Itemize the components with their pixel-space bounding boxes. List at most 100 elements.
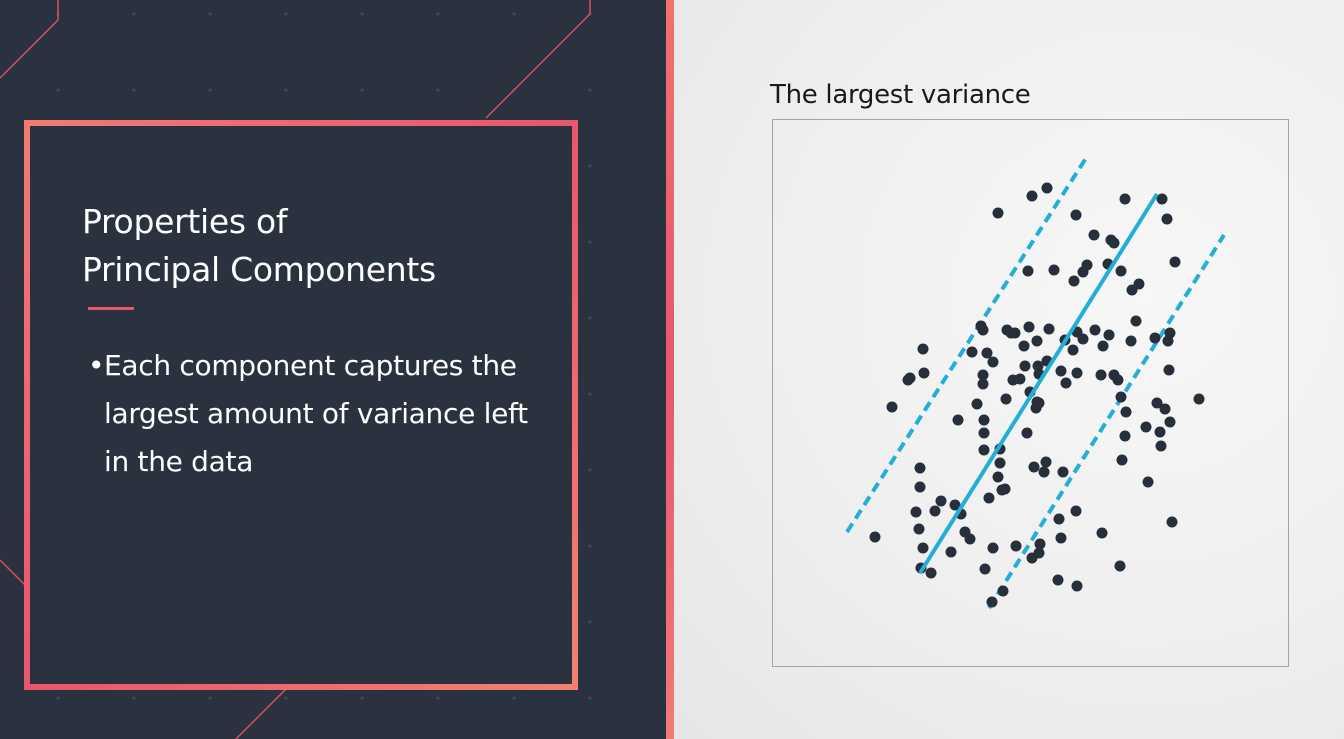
background-dot [588, 544, 592, 548]
data-point [1034, 538, 1046, 550]
bullet-point: • Each component captures the largest am… [88, 342, 558, 486]
data-point [1155, 440, 1167, 452]
data-point [1154, 426, 1166, 438]
data-point [1028, 461, 1040, 473]
data-point [1057, 466, 1069, 478]
background-dot [284, 12, 288, 16]
circuit-line-bottom-left [0, 559, 27, 587]
data-point [935, 495, 947, 507]
data-point [1071, 580, 1083, 592]
data-point [917, 343, 929, 355]
title-underline [88, 307, 134, 310]
bullet-dot: • [88, 349, 105, 382]
data-point [1040, 456, 1052, 468]
data-point [917, 542, 929, 554]
data-point [1119, 430, 1131, 442]
data-point [1142, 476, 1154, 488]
data-point [978, 414, 990, 426]
data-point [997, 585, 1009, 597]
data-point [1116, 454, 1128, 466]
data-point [902, 374, 914, 386]
slide-left-panel: Properties of Principal Components • Eac… [0, 0, 666, 739]
data-point [977, 324, 989, 336]
data-point [1164, 416, 1176, 428]
data-point [978, 427, 990, 439]
background-dot [588, 316, 592, 320]
scatter-plot [845, 153, 1226, 610]
background-dot [436, 696, 440, 700]
data-point [1060, 377, 1072, 389]
data-point [978, 444, 990, 456]
data-point [1005, 327, 1017, 339]
data-point [1019, 360, 1031, 372]
data-point [977, 369, 989, 381]
background-dot [284, 696, 288, 700]
data-point [910, 506, 922, 518]
data-point [994, 457, 1006, 469]
data-point [1000, 393, 1012, 405]
background-dot [208, 12, 212, 16]
data-point [913, 523, 925, 535]
background-dot [436, 88, 440, 92]
data-point [1125, 335, 1137, 347]
data-point [1166, 516, 1178, 528]
slide-right-panel: The largest variance [674, 0, 1344, 739]
background-dot [284, 88, 288, 92]
background-dot [588, 88, 592, 92]
background-dot [132, 696, 136, 700]
background-dot [132, 88, 136, 92]
data-point [1033, 547, 1045, 559]
data-point [1071, 367, 1083, 379]
background-dot [588, 620, 592, 624]
background-dot [360, 12, 364, 16]
data-point [1120, 406, 1132, 418]
data-point [1193, 393, 1205, 405]
data-point [1038, 466, 1050, 478]
data-point [1018, 340, 1030, 352]
data-point [979, 563, 991, 575]
data-point [1053, 513, 1065, 525]
data-point [992, 471, 1004, 483]
points-layer [869, 182, 1205, 608]
data-point [986, 596, 998, 608]
data-point [1169, 256, 1181, 268]
data-point [1161, 213, 1173, 225]
data-point [1088, 229, 1100, 241]
background-dot [56, 88, 60, 92]
data-point [1052, 574, 1064, 586]
background-dot [436, 12, 440, 16]
content-card: Properties of Principal Components • Eac… [24, 120, 578, 690]
data-point [1096, 527, 1108, 539]
data-point [1081, 259, 1093, 271]
data-point [971, 398, 983, 410]
data-point [945, 546, 957, 558]
data-point [918, 367, 930, 379]
bullet-text: Each component captures the largest amou… [104, 349, 528, 478]
background-dot [132, 12, 136, 16]
data-point [1126, 284, 1138, 296]
data-point [914, 462, 926, 474]
background-dot [588, 164, 592, 168]
data-point [925, 567, 937, 579]
background-dot [208, 88, 212, 92]
data-point [1130, 315, 1142, 327]
data-point [1010, 540, 1022, 552]
data-point [1159, 403, 1171, 415]
data-point [1114, 560, 1126, 572]
background-dot [56, 696, 60, 700]
background-dot [588, 696, 592, 700]
data-point [1089, 324, 1101, 336]
data-point [964, 533, 976, 545]
data-point [1031, 335, 1043, 347]
data-point [1112, 374, 1124, 386]
variance-bound-upper [845, 153, 1090, 534]
data-point [1119, 193, 1131, 205]
circuit-line-top-right [485, 0, 591, 119]
data-point [966, 346, 978, 358]
data-point [1115, 391, 1127, 403]
figure-title: The largest variance [770, 80, 1031, 110]
data-point [1048, 264, 1060, 276]
data-point [952, 414, 964, 426]
background-dot [588, 240, 592, 244]
data-point [1023, 321, 1035, 333]
